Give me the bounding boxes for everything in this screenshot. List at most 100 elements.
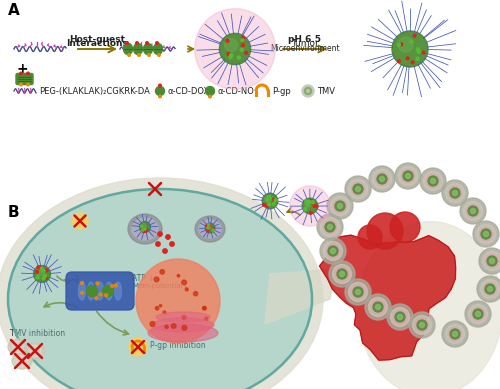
Circle shape: [330, 196, 349, 216]
Circle shape: [226, 39, 229, 42]
Circle shape: [351, 285, 365, 299]
Circle shape: [36, 270, 38, 273]
Circle shape: [272, 202, 275, 205]
Circle shape: [335, 201, 345, 211]
Circle shape: [273, 198, 276, 201]
Circle shape: [406, 57, 409, 60]
Circle shape: [398, 37, 413, 52]
Circle shape: [446, 324, 464, 343]
Ellipse shape: [148, 324, 218, 342]
Circle shape: [324, 242, 342, 261]
Ellipse shape: [106, 282, 112, 300]
Circle shape: [345, 279, 371, 305]
Circle shape: [356, 186, 360, 191]
Circle shape: [20, 83, 22, 86]
Circle shape: [126, 42, 128, 44]
Circle shape: [312, 201, 314, 204]
Circle shape: [371, 300, 385, 314]
Ellipse shape: [25, 343, 45, 359]
Circle shape: [142, 229, 144, 231]
Circle shape: [395, 312, 405, 322]
Circle shape: [428, 176, 438, 186]
Circle shape: [305, 200, 308, 203]
Ellipse shape: [12, 353, 32, 369]
Circle shape: [415, 318, 429, 332]
Circle shape: [450, 188, 460, 198]
Circle shape: [206, 86, 214, 96]
Circle shape: [392, 31, 428, 67]
Ellipse shape: [152, 318, 214, 332]
Circle shape: [412, 315, 432, 335]
Circle shape: [41, 268, 43, 270]
Circle shape: [328, 246, 338, 256]
Circle shape: [160, 270, 164, 274]
Circle shape: [146, 229, 148, 231]
Circle shape: [403, 171, 413, 181]
Circle shape: [207, 227, 209, 229]
Circle shape: [42, 269, 45, 272]
Ellipse shape: [78, 282, 86, 300]
Ellipse shape: [195, 216, 225, 242]
Circle shape: [375, 172, 389, 186]
Ellipse shape: [114, 282, 121, 300]
Circle shape: [274, 200, 276, 203]
Circle shape: [182, 280, 186, 285]
Circle shape: [482, 252, 500, 270]
Circle shape: [16, 355, 28, 367]
Circle shape: [376, 305, 380, 310]
Circle shape: [400, 43, 402, 46]
FancyBboxPatch shape: [66, 272, 134, 310]
Ellipse shape: [199, 220, 221, 238]
Ellipse shape: [358, 221, 500, 389]
Circle shape: [452, 331, 458, 336]
Circle shape: [160, 305, 162, 307]
Circle shape: [208, 224, 210, 226]
Circle shape: [398, 60, 400, 62]
Circle shape: [230, 54, 232, 57]
Circle shape: [333, 199, 347, 213]
Circle shape: [80, 282, 84, 284]
Circle shape: [411, 61, 414, 64]
Circle shape: [272, 202, 275, 205]
Circle shape: [20, 72, 22, 75]
Circle shape: [328, 224, 332, 230]
Circle shape: [410, 40, 413, 43]
Circle shape: [448, 327, 462, 341]
Circle shape: [335, 267, 349, 281]
Circle shape: [377, 174, 387, 184]
Circle shape: [207, 225, 211, 229]
Circle shape: [484, 231, 488, 237]
Circle shape: [398, 43, 400, 46]
Circle shape: [202, 307, 206, 310]
Circle shape: [208, 224, 210, 226]
Circle shape: [241, 40, 244, 42]
Circle shape: [267, 203, 270, 206]
Circle shape: [353, 287, 363, 297]
Circle shape: [194, 9, 276, 89]
Circle shape: [245, 51, 248, 54]
Circle shape: [483, 282, 497, 296]
Circle shape: [480, 280, 500, 298]
Circle shape: [305, 201, 312, 207]
Circle shape: [206, 225, 208, 227]
Circle shape: [26, 72, 30, 75]
Circle shape: [205, 223, 215, 233]
Circle shape: [332, 265, 351, 284]
Circle shape: [473, 221, 499, 247]
Circle shape: [146, 42, 148, 44]
Circle shape: [473, 309, 483, 319]
Circle shape: [203, 307, 206, 310]
Circle shape: [417, 320, 427, 330]
Circle shape: [150, 322, 155, 326]
Circle shape: [29, 345, 41, 357]
Circle shape: [158, 54, 160, 56]
Circle shape: [424, 172, 442, 191]
Circle shape: [420, 168, 446, 194]
Text: pH 6.5: pH 6.5: [288, 35, 322, 44]
Text: α-CD-DOX: α-CD-DOX: [167, 86, 209, 96]
Circle shape: [72, 213, 88, 229]
Circle shape: [163, 311, 166, 314]
Circle shape: [430, 179, 436, 184]
Circle shape: [40, 267, 43, 270]
Circle shape: [290, 186, 330, 226]
